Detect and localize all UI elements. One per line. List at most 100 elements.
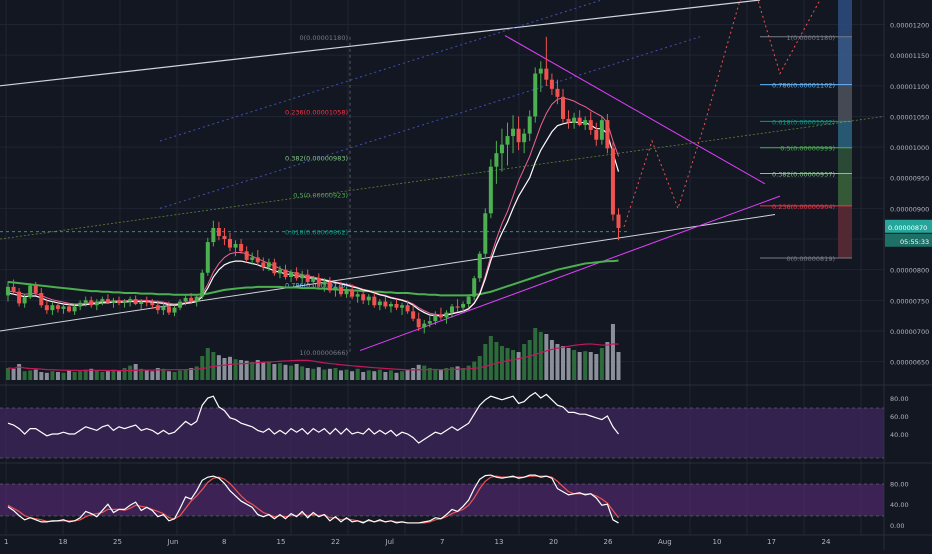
candle-body bbox=[283, 269, 288, 278]
volume-bar bbox=[178, 370, 183, 380]
candle-body bbox=[383, 301, 388, 307]
candle bbox=[433, 311, 438, 325]
fib-right-label: 1(0.00001180) bbox=[787, 34, 836, 42]
volume-bar bbox=[250, 362, 255, 380]
volume-bar bbox=[405, 369, 410, 380]
candle bbox=[183, 294, 188, 306]
candle-body bbox=[83, 300, 88, 303]
candle bbox=[316, 273, 321, 287]
volume-bar bbox=[289, 365, 294, 380]
triangle-upper bbox=[504, 35, 766, 185]
candle bbox=[83, 296, 88, 307]
current-price-label: 0.00000870 bbox=[888, 224, 927, 232]
volume-bar bbox=[361, 372, 366, 380]
candle-body bbox=[294, 272, 299, 279]
volume-bar bbox=[189, 368, 194, 380]
volume-bar bbox=[366, 370, 371, 380]
candle bbox=[239, 239, 244, 254]
candle bbox=[394, 299, 399, 311]
candle bbox=[599, 116, 604, 145]
candle-body bbox=[588, 120, 593, 130]
blue-channel bbox=[159, 0, 604, 142]
candle-body bbox=[266, 262, 271, 268]
projection-path bbox=[623, 0, 821, 227]
candle-body bbox=[39, 292, 44, 306]
candle bbox=[39, 288, 44, 308]
candle bbox=[244, 246, 249, 263]
candle-body bbox=[322, 281, 327, 285]
volume-bar bbox=[599, 348, 604, 380]
candle-body bbox=[289, 272, 294, 278]
candle bbox=[194, 294, 199, 307]
candle-body bbox=[111, 300, 116, 303]
volume-ma bbox=[7, 343, 619, 372]
candle bbox=[477, 251, 482, 282]
volume-bar bbox=[83, 369, 88, 380]
volume-bar bbox=[139, 368, 144, 380]
candle-body bbox=[583, 120, 588, 126]
candle bbox=[300, 270, 305, 284]
candle bbox=[588, 111, 593, 135]
price-tick-label: 0.00000700 bbox=[890, 328, 929, 336]
candle-body bbox=[538, 68, 543, 74]
candle bbox=[294, 267, 299, 281]
candle bbox=[388, 301, 393, 313]
candle-body bbox=[394, 304, 399, 308]
time-tick-label: 1 bbox=[4, 538, 8, 546]
volume-bar bbox=[283, 364, 288, 380]
candle bbox=[89, 296, 94, 308]
candle-body bbox=[350, 289, 355, 297]
time-tick-label: 22 bbox=[331, 538, 340, 546]
candle-body bbox=[549, 79, 554, 89]
time-tick-label: Jun bbox=[167, 538, 179, 546]
candle-body bbox=[44, 305, 49, 311]
volume-bar bbox=[55, 372, 60, 380]
candle-body bbox=[422, 323, 427, 328]
countdown-tag bbox=[885, 233, 932, 247]
candle bbox=[483, 208, 488, 259]
fib-left-label: 0.236(0.00001058) bbox=[285, 109, 348, 117]
candle-body bbox=[455, 306, 460, 308]
stoch-k-line bbox=[7, 474, 619, 524]
candle-body bbox=[527, 116, 532, 134]
volume-bar bbox=[472, 361, 477, 380]
candle-body bbox=[122, 301, 127, 303]
time-tick-label: 24 bbox=[822, 538, 831, 546]
volume-bar bbox=[577, 352, 582, 380]
price-tick-label: 0.00000650 bbox=[890, 359, 929, 367]
volume-bar bbox=[427, 368, 432, 380]
volume-bar bbox=[222, 358, 227, 380]
fib-zone-right bbox=[838, 173, 852, 206]
candle-body bbox=[499, 144, 504, 154]
candle-body bbox=[388, 304, 393, 307]
volume-bar bbox=[583, 351, 588, 380]
candle-body bbox=[411, 311, 416, 319]
volume-bar bbox=[61, 372, 66, 380]
candle-body bbox=[450, 306, 454, 313]
fib-right-label: 0(0.00000819) bbox=[787, 255, 836, 263]
candle-body bbox=[472, 278, 477, 297]
time-tick-label: 26 bbox=[604, 538, 613, 546]
volume-bar bbox=[305, 368, 310, 380]
volume-bar bbox=[6, 368, 10, 380]
candle bbox=[577, 110, 582, 127]
candle bbox=[494, 140, 499, 184]
volume-bar bbox=[422, 365, 427, 380]
candle-body bbox=[216, 228, 221, 236]
candle-body bbox=[405, 305, 410, 312]
candle bbox=[411, 305, 416, 322]
price-tick-label: 0.00001000 bbox=[890, 144, 929, 152]
candle-body bbox=[33, 285, 38, 293]
candle bbox=[333, 283, 338, 297]
candle-body bbox=[117, 300, 121, 303]
candle bbox=[350, 284, 355, 300]
candle bbox=[17, 288, 22, 307]
volume-bar bbox=[11, 368, 16, 380]
candle-body bbox=[78, 302, 83, 307]
candle bbox=[22, 294, 27, 308]
candle bbox=[150, 299, 155, 309]
volume-bar bbox=[205, 348, 210, 380]
